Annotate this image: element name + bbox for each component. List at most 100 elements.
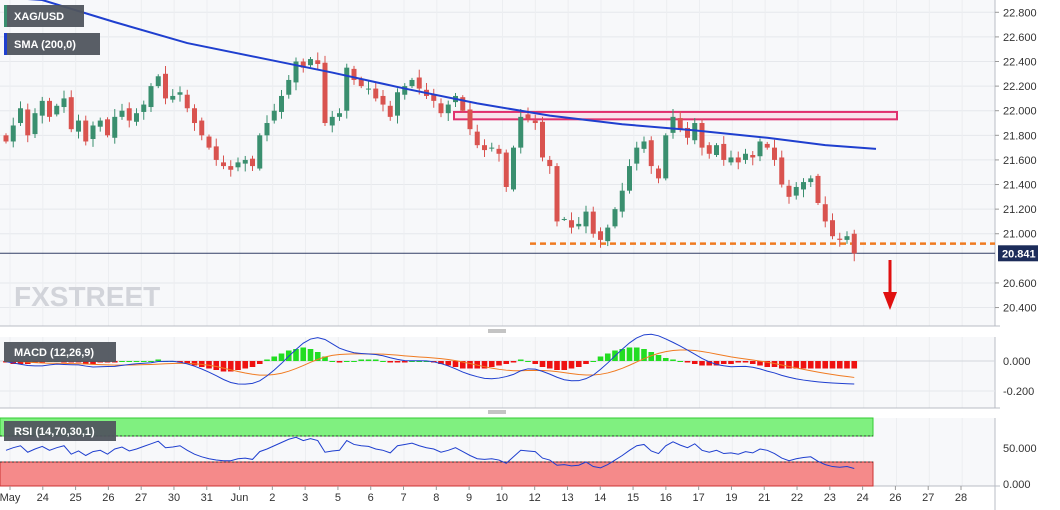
candle-body <box>576 223 582 227</box>
candle-body <box>83 120 89 142</box>
candle-body <box>431 94 437 101</box>
macd-tick-label: -0.200 <box>1003 386 1034 398</box>
candle-body <box>757 141 763 157</box>
macd-bar <box>800 361 807 369</box>
macd-bar <box>365 359 372 361</box>
candle-body <box>634 147 640 164</box>
y-tick-label: 21.600 <box>1003 155 1037 167</box>
macd-bar <box>568 361 575 369</box>
macd-bar <box>133 361 140 362</box>
candle-body <box>460 97 466 111</box>
macd-bar <box>227 361 234 372</box>
candle-body <box>126 108 132 121</box>
candle-body <box>438 103 444 114</box>
candle-body <box>728 157 734 163</box>
candle-body <box>822 204 828 222</box>
x-tick-label: Jun <box>231 492 249 504</box>
sma-badge <box>4 33 100 55</box>
macd-bar <box>140 361 147 362</box>
y-tick-label: 21.800 <box>1003 130 1037 142</box>
x-tick-label: 27 <box>135 492 147 504</box>
candle-body <box>699 123 705 148</box>
candle-body <box>619 190 625 212</box>
forecast-arrow-head <box>883 292 897 310</box>
y-tick-label: 22.400 <box>1003 57 1037 69</box>
y-tick-label: 22.200 <box>1003 81 1037 93</box>
macd-tick-label: 0.000 <box>1003 356 1031 368</box>
macd-bar <box>256 361 263 364</box>
macd-bar <box>728 361 734 364</box>
candle-body <box>793 186 799 196</box>
candle-body <box>141 104 147 112</box>
candle-body <box>293 61 299 83</box>
candle-body <box>547 159 553 167</box>
candle-body <box>90 125 96 140</box>
last-price-label: 20.841 <box>1002 248 1036 260</box>
macd-bar <box>271 356 278 361</box>
macd-bar <box>387 361 394 363</box>
macd-bar <box>401 361 408 363</box>
candle-body <box>670 116 676 133</box>
macd-bar <box>764 361 771 367</box>
x-tick-label: 19 <box>725 492 737 504</box>
watermark-logo: FXSTREET <box>14 281 160 312</box>
candle-body <box>583 211 589 227</box>
sma-badge-accent <box>4 33 7 55</box>
macd-bar <box>380 361 386 362</box>
x-tick-label: 13 <box>561 492 573 504</box>
macd-bar <box>757 361 763 366</box>
x-tick-label: 30 <box>168 492 180 504</box>
candle-body <box>445 104 451 114</box>
macd-bar <box>713 361 720 366</box>
y-tick-label: 21.000 <box>1003 229 1037 241</box>
y-tick-label: 20.600 <box>1003 278 1037 290</box>
macd-bar <box>619 349 626 361</box>
candle-body <box>351 68 357 80</box>
candle-body <box>32 113 38 135</box>
macd-bar <box>517 359 524 361</box>
candle-body <box>257 135 263 169</box>
candle-body <box>221 162 226 167</box>
x-tick-label: 28 <box>955 492 967 504</box>
macd-bar <box>648 352 655 361</box>
macd-bar <box>720 361 727 364</box>
candle-body <box>743 153 748 160</box>
candle-body <box>358 78 364 87</box>
macd-bar <box>249 361 256 367</box>
candle-body <box>25 109 31 136</box>
candle-body <box>656 168 661 179</box>
candle-body <box>511 147 516 190</box>
macd-bar <box>590 361 597 362</box>
candle-body <box>837 238 843 240</box>
macd-bar <box>459 361 466 369</box>
macd-bar <box>532 361 539 364</box>
macd-bar <box>300 347 307 361</box>
candle-body <box>264 123 270 136</box>
macd-bar <box>742 361 749 363</box>
candle-body <box>76 120 81 132</box>
candle-body <box>279 95 284 112</box>
macd-bar <box>467 361 473 369</box>
macd-bar <box>583 361 589 364</box>
macd-bar <box>539 361 546 367</box>
x-tick-label: 6 <box>368 492 374 504</box>
x-tick-label: 2 <box>269 492 275 504</box>
macd-bar <box>807 361 814 369</box>
candle-body <box>663 135 669 179</box>
macd-bar <box>670 359 676 361</box>
sma-label: SMA (200,0) <box>14 39 76 51</box>
candle-body <box>474 131 480 146</box>
rsi-label: RSI (14,70,30,1) <box>14 426 95 438</box>
candle-body <box>612 209 618 227</box>
macd-bar <box>351 361 357 362</box>
macd-bar <box>372 359 379 361</box>
rsi-overbought-zone <box>0 417 874 437</box>
macd-bar <box>148 361 154 362</box>
price-panel-bg <box>0 0 995 326</box>
candle-body <box>308 59 313 66</box>
macd-bar <box>206 361 212 369</box>
x-tick-label: May <box>0 492 21 504</box>
candle-body <box>344 67 350 111</box>
